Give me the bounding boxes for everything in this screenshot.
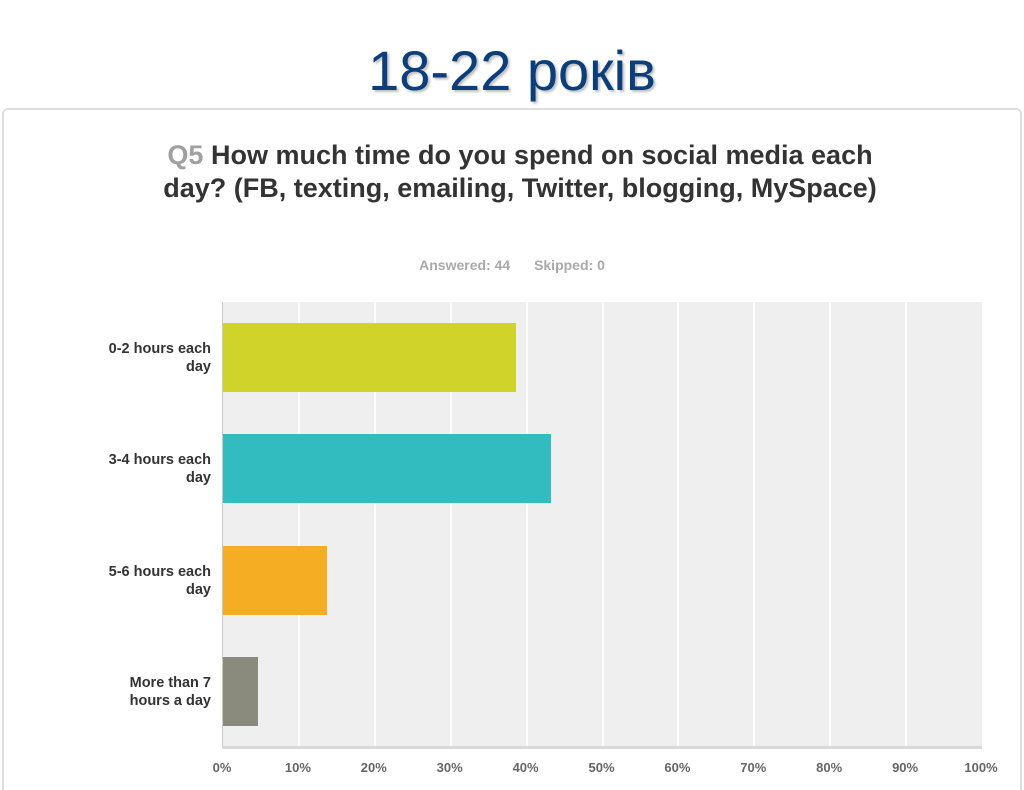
x-tick-label: 0% <box>212 760 232 775</box>
x-tick-label: 70% <box>740 760 767 775</box>
bar-2[interactable] <box>223 545 327 615</box>
response-stats: Answered: 44 Skipped: 0 <box>0 257 1024 273</box>
question-number: Q5 <box>167 140 204 170</box>
category-label: More than 7 hours a day <box>40 674 211 710</box>
category-label-line: More than 7 <box>129 674 211 691</box>
plot-area <box>222 302 982 747</box>
category-label-line: 0-2 hours each <box>108 341 211 357</box>
category-label-line: day <box>186 581 211 598</box>
category-label-line: day <box>186 359 211 375</box>
bar-1[interactable] <box>223 434 551 504</box>
question-title: Q5 How much time do you spend on social … <box>150 139 890 205</box>
category-label-line: day <box>186 470 211 487</box>
question-text: How much time do you spend on social med… <box>163 140 877 203</box>
x-tick-label: 80% <box>816 760 843 775</box>
gridline <box>297 302 300 747</box>
bar-0[interactable] <box>223 323 517 392</box>
x-tick-label: 50% <box>588 760 615 775</box>
gridline <box>753 302 756 747</box>
x-tick-label: 40% <box>512 760 539 775</box>
category-label-line: hours a day <box>129 692 211 709</box>
x-tick-label: 90% <box>892 760 919 775</box>
category-label: 3-4 hours each day <box>40 451 211 487</box>
gridline <box>601 302 604 747</box>
x-tick-label: 60% <box>664 760 691 775</box>
x-tick-label: 30% <box>436 760 463 775</box>
x-tick-label: 100% <box>964 760 998 775</box>
gridline <box>525 302 528 747</box>
gridline <box>905 302 908 747</box>
x-tick-label: 10% <box>284 760 311 775</box>
category-label: 5-6 hours each day <box>40 563 211 599</box>
gridline <box>373 302 376 747</box>
category-label-line: 3-4 hours each <box>108 452 211 469</box>
gridline <box>677 302 680 747</box>
bar-3[interactable] <box>223 656 258 726</box>
answered-count: Answered: 44 <box>419 257 511 273</box>
category-label: 0-2 hours each day <box>40 340 211 376</box>
skipped-count: Skipped: 0 <box>534 257 605 273</box>
gridline <box>829 302 832 747</box>
slide-title: 18-22 років <box>368 39 656 102</box>
x-tick-label: 20% <box>360 760 387 775</box>
gridline <box>449 302 452 747</box>
category-label-line: 5-6 hours each <box>108 563 211 580</box>
x-axis-line <box>222 746 982 749</box>
